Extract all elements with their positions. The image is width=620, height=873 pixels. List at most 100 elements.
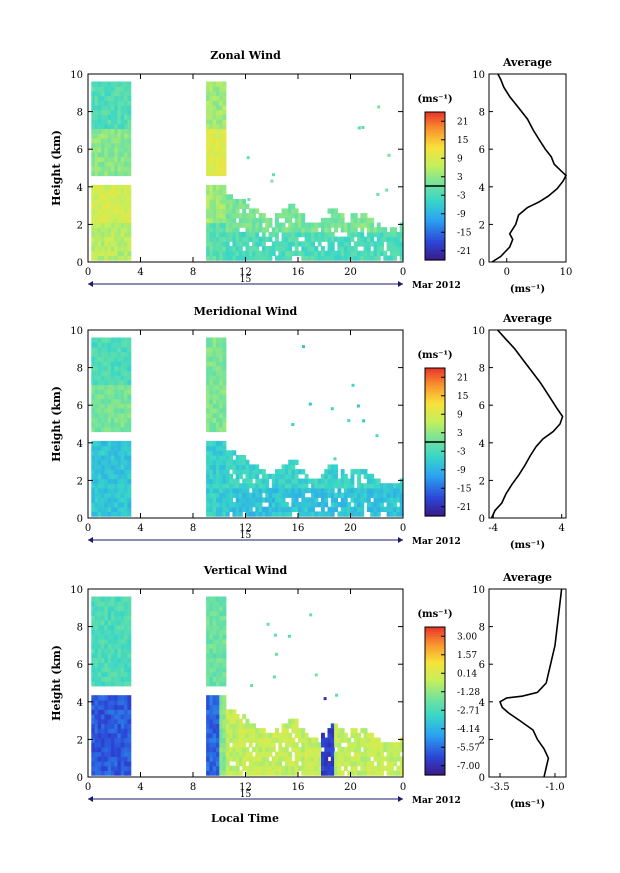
- heatmap-cell: [94, 241, 99, 247]
- heatmap-cell: [117, 483, 122, 489]
- heatmap-cell: [117, 236, 122, 242]
- heatmap-cell: [94, 662, 99, 668]
- heatmap-cell: [216, 638, 220, 645]
- heatmap-cell: [127, 403, 132, 409]
- heatmap-cell: [383, 746, 388, 753]
- heatmap-cell: [373, 737, 378, 743]
- heatmap-cell: [127, 770, 132, 776]
- x-tick-label: 12: [239, 782, 252, 793]
- heatmap-cell: [340, 497, 345, 503]
- heatmap-cell: [107, 629, 112, 635]
- heatmap-cell: [124, 250, 128, 256]
- heatmap-cell: [206, 624, 210, 630]
- heatmap-cell: [120, 648, 125, 654]
- heatmap-cell: [294, 473, 299, 480]
- heatmap-cell: [127, 379, 132, 386]
- heatmap-cell: [278, 732, 283, 739]
- y-tick-label: 6: [77, 660, 83, 671]
- heatmap-cell: [212, 184, 217, 191]
- heatmap-cell: [265, 756, 270, 762]
- heatmap-cell: [206, 365, 210, 371]
- heatmap-cell: [97, 337, 102, 343]
- heatmap-cell: [127, 375, 132, 381]
- heatmap-cell: [281, 469, 286, 475]
- heatmap-cell: [212, 473, 217, 480]
- heatmap-cell: [124, 667, 128, 673]
- heatmap-cell: [219, 184, 224, 191]
- heatmap-cell: [111, 634, 115, 640]
- heatmap-cell: [222, 342, 227, 348]
- heatmap-cell: [337, 236, 342, 242]
- heatmap-cell: [366, 241, 371, 247]
- heatmap-cell: [104, 408, 109, 414]
- heatmap-cell: [219, 356, 224, 362]
- heatmap-cell: [111, 342, 115, 348]
- heatmap-cell: [255, 255, 260, 261]
- heatmap-cell: [225, 511, 230, 517]
- heatmap-cell: [91, 709, 96, 715]
- heatmap-cell: [120, 751, 125, 757]
- colorbar-segment: [425, 750, 445, 754]
- heatmap-cell: [101, 695, 105, 701]
- heatmap-cell: [252, 222, 256, 228]
- heatmap-cell: [117, 714, 122, 720]
- heatmap-cell: [229, 497, 233, 503]
- heatmap-cell: [357, 255, 361, 261]
- heatmap-cell: [284, 751, 289, 757]
- heatmap-cell: [120, 746, 125, 753]
- heatmap-cell: [114, 227, 119, 233]
- heatmap-cell: [127, 667, 132, 673]
- heatmap-cell: [127, 123, 132, 130]
- heatmap-cell: [124, 389, 128, 395]
- heatmap-cell: [104, 478, 109, 484]
- heatmap-cell: [209, 384, 214, 390]
- heatmap-cell: [212, 408, 217, 414]
- heatmap-cell: [97, 483, 102, 489]
- avg-y-tick-label: 4: [479, 439, 485, 450]
- heatmap-cell: [225, 492, 230, 498]
- heatmap-cell: [124, 699, 128, 706]
- heatmap-cell: [107, 667, 112, 673]
- colorbar-segment: [425, 718, 445, 722]
- heatmap-cell: [91, 487, 96, 494]
- heatmap-cell: [235, 203, 240, 209]
- heatmap-cell: [366, 742, 371, 748]
- heatmap-cell: [330, 469, 335, 475]
- colorbar-segment: [425, 186, 445, 190]
- heatmap-cell: [127, 166, 132, 172]
- heatmap-cell: [91, 147, 96, 153]
- x-tick-label: 16: [292, 523, 305, 534]
- heatmap-cell: [94, 445, 99, 451]
- heatmap-cell: [261, 728, 266, 734]
- heatmap-cell: [120, 464, 125, 470]
- heatmap-cell: [91, 184, 96, 191]
- heatmap-cell: [107, 601, 112, 607]
- heatmap-cell: [104, 483, 109, 489]
- heatmap-cell: [337, 502, 342, 508]
- heatmap-cell: [101, 342, 105, 348]
- average-title: Average: [502, 571, 552, 584]
- heatmap-cell: [114, 194, 119, 200]
- heatmap-cell: [334, 770, 338, 776]
- heatmap-cell: [268, 511, 273, 517]
- heatmap-cell: [94, 643, 99, 649]
- heatmap-cell: [117, 189, 122, 195]
- heatmap-cell: [245, 746, 250, 753]
- heatmap-cell: [301, 227, 306, 233]
- heatmap-cell: [114, 375, 119, 381]
- heatmap-cell: [288, 217, 293, 224]
- heatmap-cell: [268, 222, 273, 228]
- heatmap-cell: [294, 469, 299, 475]
- heatmap-cell: [107, 199, 112, 205]
- heatmap-cell: [242, 497, 247, 503]
- heatmap-cell: [206, 737, 210, 743]
- heatmap-cell: [255, 231, 260, 238]
- heatmap-cell: [380, 751, 384, 757]
- heatmap-cell: [235, 222, 240, 228]
- heatmap-cell: [120, 109, 125, 115]
- heatmap-cell: [91, 596, 96, 602]
- heatmap-cell: [261, 236, 266, 242]
- heatmap-cell: [265, 236, 270, 242]
- heatmap-cell: [225, 217, 230, 224]
- heatmap-cell: [94, 403, 99, 409]
